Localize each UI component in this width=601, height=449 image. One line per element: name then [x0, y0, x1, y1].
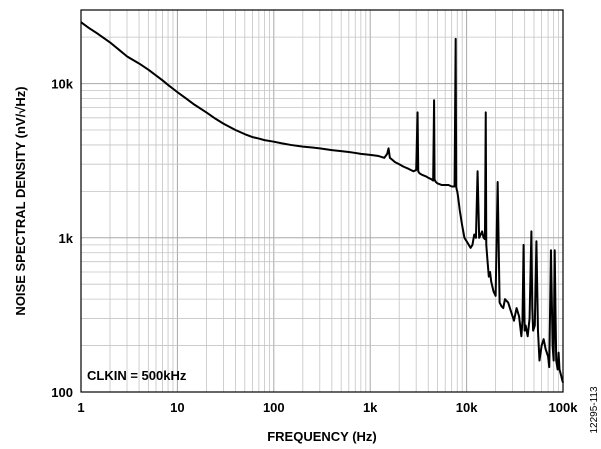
- x-tick-labels: 1 10 100 1k 10k 100k: [77, 400, 578, 415]
- clkin-annotation: CLKIN = 500kHz: [87, 368, 187, 383]
- x-tick-label: 1: [77, 400, 84, 415]
- x-tick-label: 10: [170, 400, 184, 415]
- x-tick-label: 100: [263, 400, 285, 415]
- x-tick-label: 1k: [363, 400, 378, 415]
- y-tick-label: 1k: [59, 231, 74, 246]
- y-tick-labels: 100 1k 10k: [51, 77, 73, 400]
- y-tick-label: 100: [51, 385, 73, 400]
- grid-lines: [80, 9, 563, 393]
- x-axis-title: FREQUENCY (Hz): [267, 429, 377, 444]
- y-tick-label: 10k: [51, 77, 73, 92]
- figure-id: 12295-113: [589, 386, 600, 434]
- y-axis-title: NOISE SPECTRAL DENSITY (nV/√Hz): [13, 86, 28, 315]
- noise-density-series: [80, 21, 564, 383]
- x-tick-label: 100k: [549, 400, 579, 415]
- plot-frame: [80, 9, 564, 393]
- series-layer: [80, 21, 564, 383]
- x-tick-label: 10k: [456, 400, 478, 415]
